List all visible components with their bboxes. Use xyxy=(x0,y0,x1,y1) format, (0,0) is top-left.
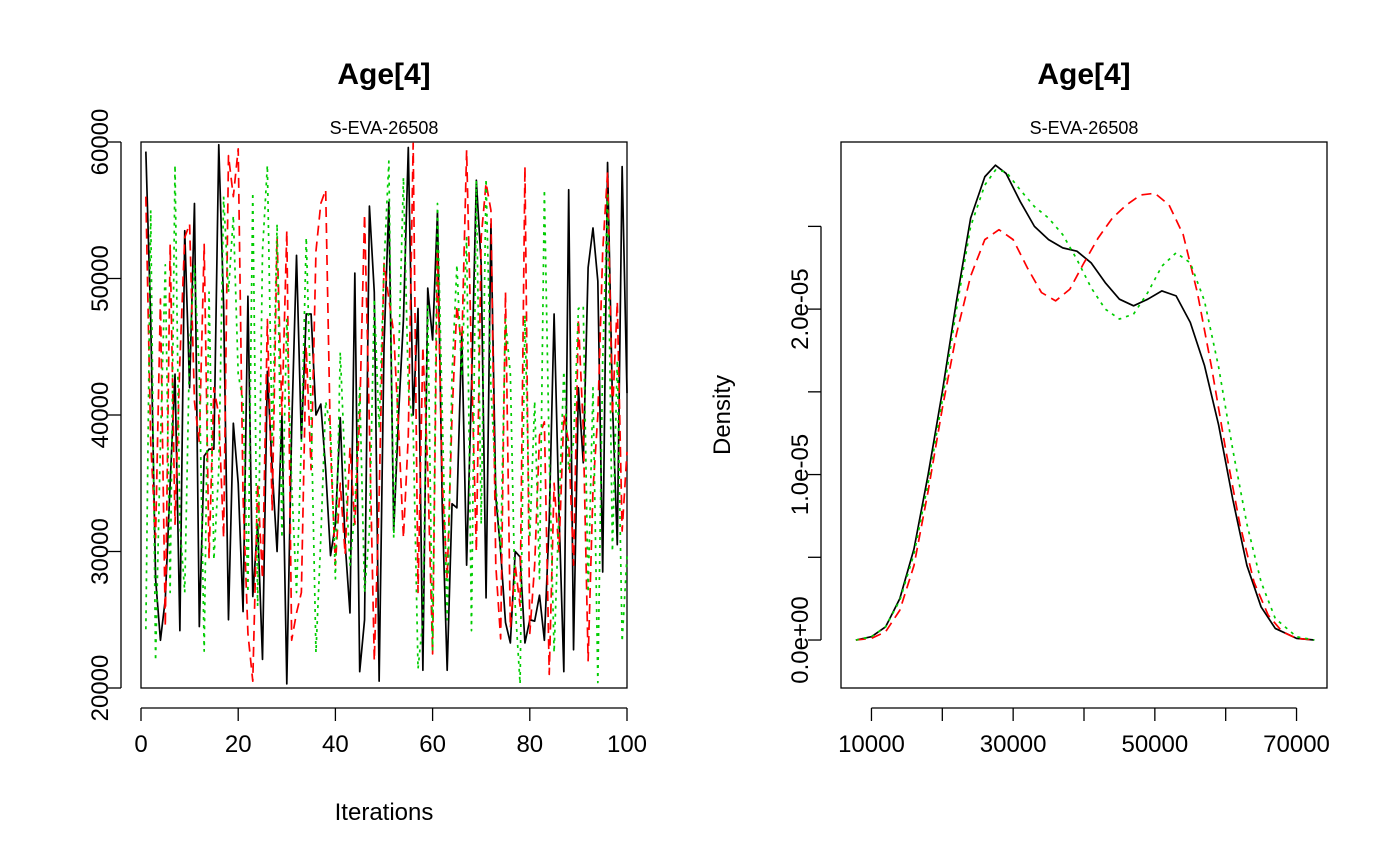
series-line-3 xyxy=(145,160,628,685)
y-tick-label: 40000 xyxy=(87,382,114,449)
trace-plot-y-axis: 20000 30000 40000 50000 60000 xyxy=(87,109,122,722)
density-plot-title: Age[4] xyxy=(1037,58,1130,91)
x-tick-label: 10000 xyxy=(838,731,905,758)
trace-plot-series xyxy=(145,142,628,685)
y-tick-label: 1.0e-05 xyxy=(787,434,814,515)
y-tick-label: 30000 xyxy=(87,518,114,585)
density-plot-series xyxy=(855,164,1315,641)
series-line-2 xyxy=(145,142,628,683)
trace-plot-x-label: Iterations xyxy=(335,799,434,826)
series-line-3 xyxy=(855,169,1315,641)
trace-plot-title: Age[4] xyxy=(337,58,430,91)
y-tick-label: 50000 xyxy=(87,245,114,312)
trace-plot-frame xyxy=(140,141,628,689)
x-tick-label: 100 xyxy=(607,731,647,758)
trace-plot-subtitle: S-EVA-26508 xyxy=(330,118,439,138)
x-tick-label: 60 xyxy=(419,731,446,758)
density-plot-frame xyxy=(840,141,1328,689)
trace-plot: Age[4] S-EVA-26508 0 20 40 60 80 100 20000 300… xyxy=(87,58,647,826)
y-tick-label: 20000 xyxy=(87,655,114,722)
density-plot-y-label: Density xyxy=(709,375,736,455)
series-line-1 xyxy=(855,164,1315,641)
x-tick-label: 30000 xyxy=(980,731,1047,758)
x-tick-label: 80 xyxy=(516,731,543,758)
x-tick-label: 40 xyxy=(322,731,349,758)
y-tick-label: 2.0e-05 xyxy=(787,268,814,349)
density-plot-subtitle: S-EVA-26508 xyxy=(1030,118,1139,138)
x-tick-label: 70000 xyxy=(1263,731,1330,758)
trace-plot-x-axis: 0 20 40 60 80 100 xyxy=(134,707,647,758)
x-tick-label: 20 xyxy=(225,731,252,758)
density-plot-x-axis: 10000 30000 50000 70000 xyxy=(838,707,1330,758)
x-tick-label: 0 xyxy=(134,731,147,758)
x-tick-label: 50000 xyxy=(1121,731,1188,758)
y-tick-label: 0.0e+00 xyxy=(787,596,814,683)
density-plot-y-axis: 0.0e+00 1.0e-05 2.0e-05 xyxy=(787,225,822,684)
series-line-2 xyxy=(855,192,1315,641)
y-tick-label: 60000 xyxy=(87,109,114,176)
density-plot: Age[4] S-EVA-26508 10000 30000 50000 70000 … xyxy=(709,58,1330,758)
